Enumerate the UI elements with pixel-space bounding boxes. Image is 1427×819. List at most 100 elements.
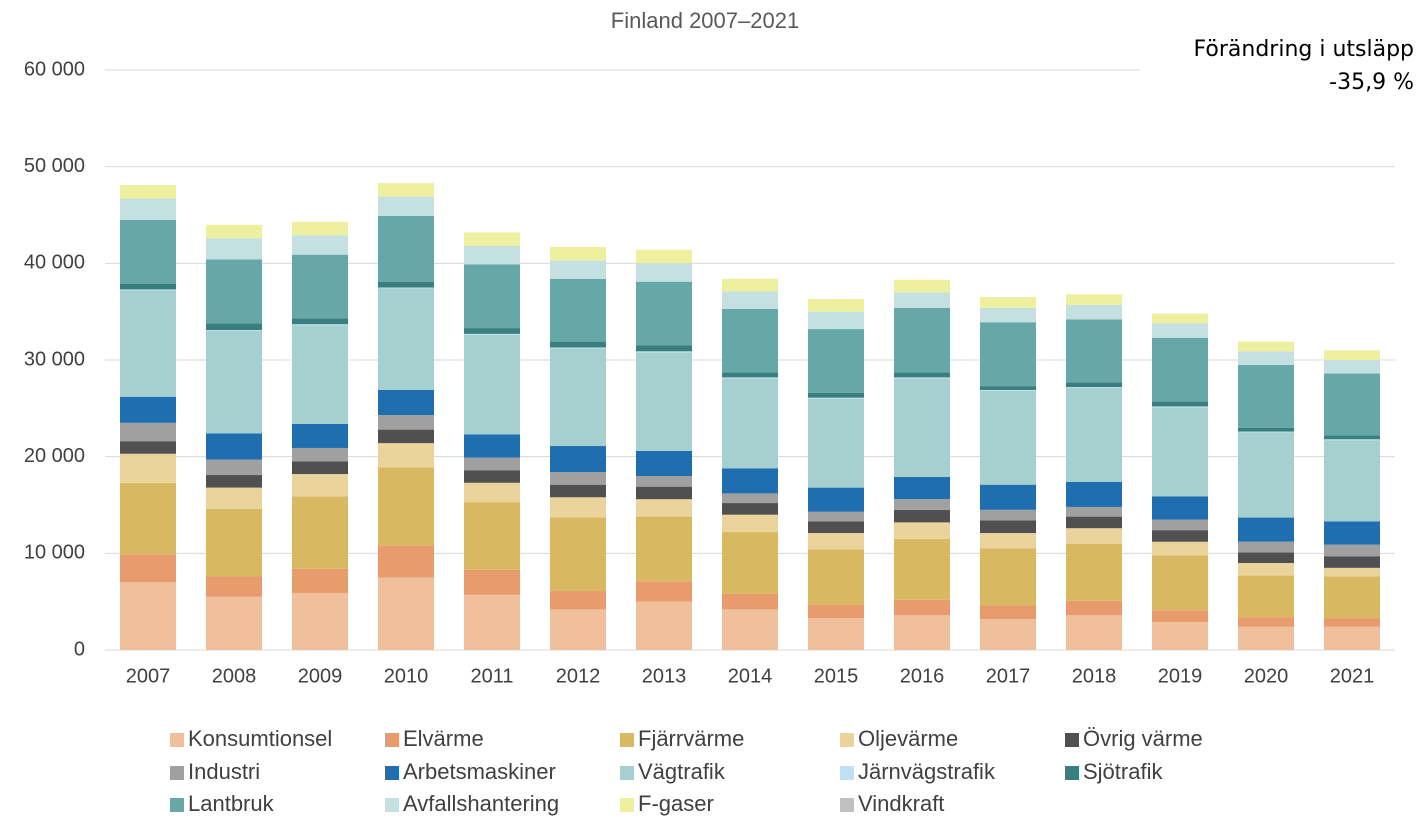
legend-label: Vägtrafik: [638, 759, 726, 784]
legend-swatch: [1065, 733, 1079, 747]
bar-segment: [1152, 519, 1208, 531]
bar-segment: [550, 446, 606, 473]
bar-segment: [120, 289, 176, 291]
bar-segment: [292, 474, 348, 497]
bar-segment: [464, 482, 520, 503]
bar-segment: [550, 348, 606, 447]
bar-segment: [120, 290, 176, 397]
bar-segment: [722, 372, 778, 378]
bar-segment: [464, 594, 520, 650]
bar-segment: [722, 503, 778, 515]
bar-segment: [1238, 552, 1294, 563]
bar-segment: [636, 352, 692, 451]
bar-segment: [1066, 294, 1122, 305]
bar-segment: [206, 459, 262, 476]
bar-segment: [1152, 530, 1208, 542]
bar-segment: [808, 521, 864, 534]
bar-segment: [980, 548, 1036, 606]
bar-segment: [1066, 516, 1122, 529]
bar-segment: [378, 545, 434, 578]
x-tick-label: 2020: [1244, 665, 1289, 687]
bar-segment: [1152, 337, 1208, 402]
bar-segment: [292, 592, 348, 650]
bar-segment: [722, 278, 778, 292]
annotation-background: [1140, 40, 1427, 110]
bar-segment: [1066, 528, 1122, 544]
legend-swatch: [385, 733, 399, 747]
legend-swatch: [840, 798, 854, 812]
legend-label: Arbetsmaskiner: [403, 759, 556, 784]
bar-segment: [894, 522, 950, 539]
legend-label: Vindkraft: [858, 791, 944, 816]
bar-segment: [1152, 621, 1208, 650]
bar-segment: [1066, 481, 1122, 507]
bar-segment: [120, 185, 176, 199]
x-tick-label: 2007: [126, 665, 171, 687]
bar-segment: [1152, 555, 1208, 611]
bar-segment: [894, 292, 950, 308]
bar-segment: [1324, 360, 1380, 374]
bar-segment: [292, 423, 348, 448]
bar-segment: [120, 441, 176, 454]
bar-segment: [1324, 618, 1380, 627]
legend-label: Fjärrvärme: [638, 726, 744, 751]
bar-segment: [980, 322, 1036, 387]
bar-segment: [292, 461, 348, 475]
bar-segment: [1324, 373, 1380, 436]
x-tick-label: 2013: [642, 665, 687, 687]
bar-segment: [722, 609, 778, 650]
legend-swatch: [840, 733, 854, 747]
y-tick-label: 20 000: [24, 445, 85, 467]
bar-segment: [1238, 431, 1294, 433]
bar-segment: [1066, 387, 1122, 389]
bar-segment: [894, 279, 950, 293]
legend-label: Elvärme: [403, 726, 484, 751]
bar-segment: [1066, 319, 1122, 383]
x-tick-label: 2018: [1072, 665, 1117, 687]
bar-segment: [722, 291, 778, 309]
bar-segment: [206, 576, 262, 597]
bar-segment: [120, 422, 176, 442]
bar-segment: [206, 238, 262, 260]
x-tick-label: 2011: [470, 665, 513, 687]
bar-segment: [464, 434, 520, 458]
bar-segment: [378, 183, 434, 197]
bar-segment: [1324, 556, 1380, 568]
legend-label: Konsumtionsel: [188, 726, 332, 751]
bar-segment: [378, 429, 434, 444]
y-tick-label: 40 000: [24, 252, 85, 274]
bar-segment: [1324, 439, 1380, 441]
bar-segment: [120, 453, 176, 483]
bar-segment: [722, 493, 778, 504]
bar-segment: [550, 497, 606, 518]
bar-segment: [1066, 600, 1122, 616]
bar-segment: [808, 392, 864, 398]
legend-swatch: [170, 733, 184, 747]
bar-segment: [808, 618, 864, 650]
bar-segment: [550, 472, 606, 485]
bar-segment: [1238, 341, 1294, 352]
legend-label: F-gaser: [638, 791, 714, 816]
bar-segment: [722, 308, 778, 373]
bar-segment: [550, 517, 606, 592]
bar-segment: [206, 323, 262, 331]
bar-segment: [206, 331, 262, 434]
bar-segment: [120, 482, 176, 555]
bar-segment: [120, 396, 176, 423]
bar-segment: [464, 232, 520, 246]
bar-segment: [1066, 543, 1122, 601]
y-tick-label: 0: [74, 638, 85, 660]
bar-segment: [808, 549, 864, 605]
bar-segment: [636, 345, 692, 352]
y-tick-label: 30 000: [24, 348, 85, 370]
bar-segment: [292, 568, 348, 593]
bar-segment: [722, 514, 778, 533]
legend-swatch: [385, 798, 399, 812]
bar-segment: [292, 324, 348, 326]
bar-segment: [980, 390, 1036, 485]
x-tick-label: 2010: [384, 665, 429, 687]
bar-segment: [636, 516, 692, 582]
bar-segment: [206, 433, 262, 460]
bar-segment: [1152, 407, 1208, 497]
bar-segment: [120, 554, 176, 583]
